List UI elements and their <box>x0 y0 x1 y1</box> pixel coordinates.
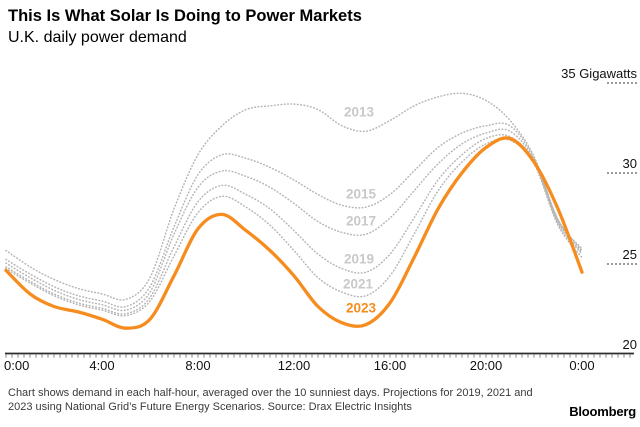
series-line-2017 <box>5 128 583 312</box>
gridline-stub <box>607 262 637 265</box>
x-tick-4: 16:00 <box>373 358 407 373</box>
y-tick-20: 20 <box>623 337 637 352</box>
y-tick-label: 20 <box>622 337 637 352</box>
series-line-2013 <box>5 92 583 301</box>
series-label-2023: 2023 <box>345 300 377 316</box>
y-tick-25: 25 <box>607 247 637 265</box>
x-tick-1: 4:00 <box>89 358 115 373</box>
demand-curves-plot <box>4 92 634 358</box>
x-tick-0: 0:00 <box>4 358 30 373</box>
series-line-2023 <box>4 136 584 330</box>
x-tick-2: 8:00 <box>185 358 211 373</box>
y-tick-label: 30 <box>622 156 637 172</box>
series-label-2021: 2021 <box>342 276 374 292</box>
x-tick-6: 0:00 <box>569 358 595 373</box>
chart-footnote: Chart shows demand in each half-hour, av… <box>8 387 533 413</box>
x-tick-5: 20:00 <box>469 358 503 373</box>
series-label-2019: 2019 <box>343 251 375 267</box>
series-label-2015: 2015 <box>345 186 377 202</box>
chart-title: This Is What Solar Is Doing to Power Mar… <box>8 7 362 25</box>
series-label-2013: 2013 <box>343 104 375 120</box>
bloomberg-logo: Bloomberg <box>569 404 636 419</box>
y-tick-label: 35 Gigawatts <box>561 65 637 81</box>
gridline-stub <box>607 81 637 84</box>
gridline-stub <box>607 172 637 175</box>
series-line-2015 <box>5 122 583 308</box>
series-line-2019 <box>5 133 583 315</box>
series-label-2017: 2017 <box>345 213 377 229</box>
series-line-2021 <box>5 138 583 317</box>
x-tick-3: 12:00 <box>277 358 311 373</box>
chart-subtitle: U.K. daily power demand <box>8 29 187 46</box>
y-tick-35: 35 Gigawatts <box>561 66 637 84</box>
y-tick-30: 30 <box>607 156 637 175</box>
y-tick-label: 25 <box>622 246 637 262</box>
